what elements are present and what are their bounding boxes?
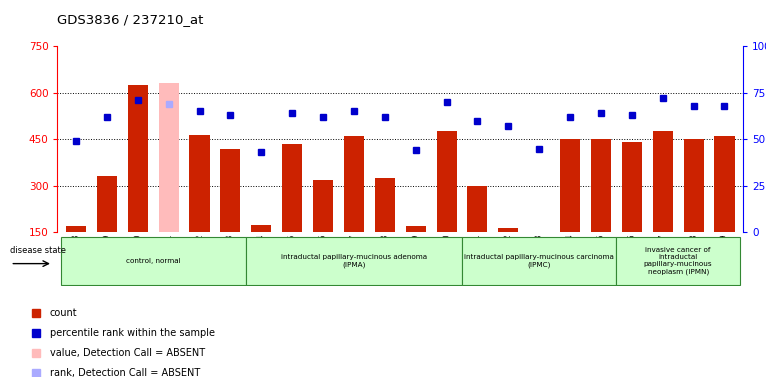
Text: intraductal papillary-mucinous carcinoma
(IPMC): intraductal papillary-mucinous carcinoma… bbox=[464, 254, 614, 268]
Bar bbox=[344, 136, 364, 232]
Bar bbox=[437, 131, 457, 232]
Text: count: count bbox=[50, 308, 77, 318]
Bar bbox=[591, 139, 611, 232]
Text: disease state: disease state bbox=[11, 246, 67, 255]
Bar bbox=[467, 186, 487, 232]
Bar bbox=[617, 237, 740, 285]
Bar bbox=[499, 228, 519, 232]
Text: GDS3836 / 237210_at: GDS3836 / 237210_at bbox=[57, 13, 204, 26]
Text: invasive cancer of
intraductal
papillary-mucinous
neoplasm (IPMN): invasive cancer of intraductal papillary… bbox=[644, 247, 712, 275]
Bar bbox=[282, 144, 302, 232]
Text: value, Detection Call = ABSENT: value, Detection Call = ABSENT bbox=[50, 348, 205, 358]
Text: intraductal papillary-mucinous adenoma
(IPMA): intraductal papillary-mucinous adenoma (… bbox=[281, 254, 427, 268]
Bar bbox=[653, 131, 673, 232]
Bar bbox=[61, 237, 246, 285]
Bar bbox=[622, 142, 642, 232]
Bar bbox=[313, 180, 333, 232]
Bar bbox=[406, 226, 426, 232]
Bar bbox=[66, 226, 86, 232]
Text: control, normal: control, normal bbox=[126, 258, 181, 264]
Bar bbox=[246, 237, 462, 285]
Text: rank, Detection Call = ABSENT: rank, Detection Call = ABSENT bbox=[50, 368, 200, 378]
Bar bbox=[560, 139, 580, 232]
Bar bbox=[97, 177, 117, 232]
Bar bbox=[221, 149, 241, 232]
Bar bbox=[159, 83, 178, 232]
Text: percentile rank within the sample: percentile rank within the sample bbox=[50, 328, 215, 338]
Bar bbox=[462, 237, 617, 285]
Bar bbox=[375, 178, 394, 232]
Bar bbox=[715, 136, 735, 232]
Bar bbox=[251, 225, 271, 232]
Bar bbox=[189, 134, 210, 232]
Bar bbox=[683, 139, 704, 232]
Bar bbox=[529, 232, 549, 234]
Bar bbox=[128, 85, 148, 232]
